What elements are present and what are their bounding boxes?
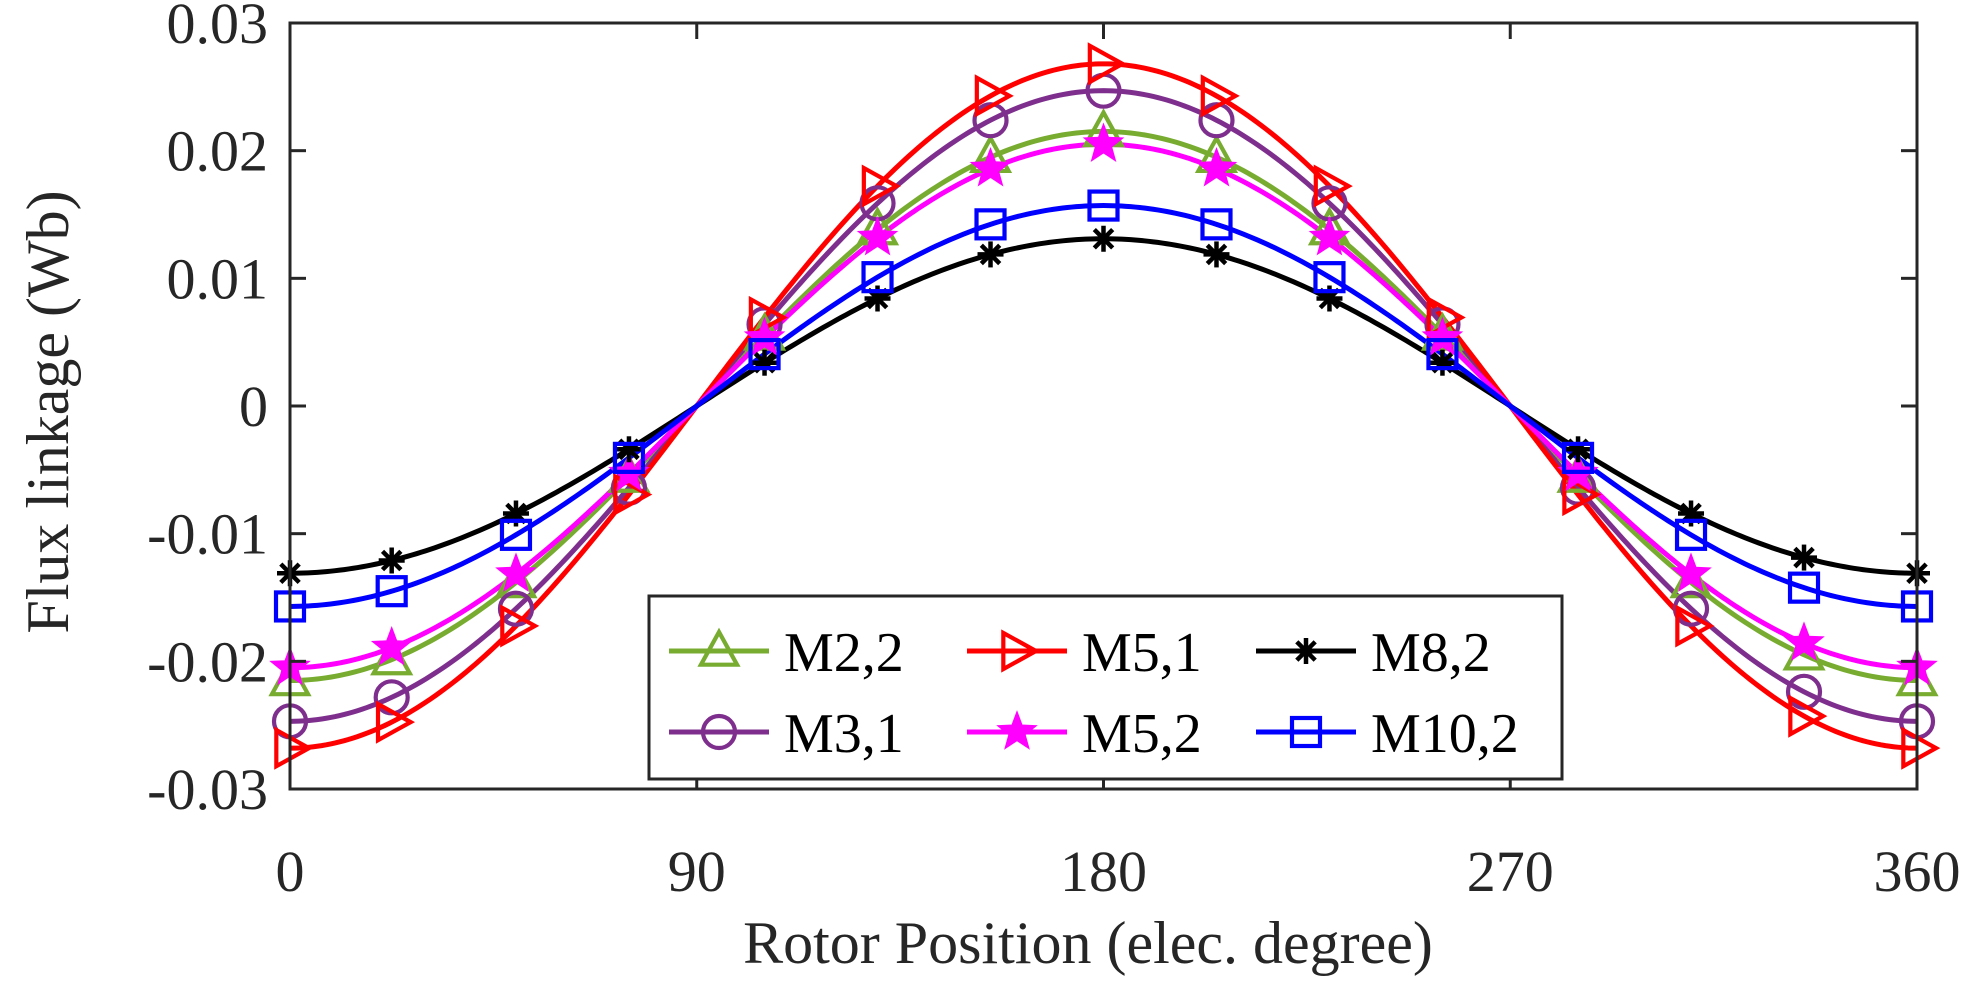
x-tick-label-4: 360 xyxy=(1874,839,1961,904)
series-5-point-13 xyxy=(1787,571,1821,604)
series-2-point-1 xyxy=(375,700,416,744)
series-4-point-10 xyxy=(1429,349,1456,376)
y-tick-label-6: 0.03 xyxy=(167,0,269,56)
series-5-point-1 xyxy=(375,575,408,608)
legend-marker-0 xyxy=(697,627,741,667)
legend-label-1: M5,1 xyxy=(1082,622,1202,684)
series-4-point-7 xyxy=(1090,225,1117,252)
x-tick-label-1: 90 xyxy=(668,839,726,904)
y-tick-label-0: -0.03 xyxy=(147,757,268,822)
series-3-point-6 xyxy=(969,146,1012,187)
series-4-point-6 xyxy=(977,241,1004,268)
series-3-point-4 xyxy=(743,316,786,356)
y-tick-label-4: 0.01 xyxy=(167,246,269,311)
series-2-point-9 xyxy=(1313,164,1353,208)
legend-label-5: M10,2 xyxy=(1371,703,1519,765)
series-5-point-6 xyxy=(974,208,1007,241)
series-1-point-12 xyxy=(1672,590,1710,627)
plot-area xyxy=(268,42,1941,770)
legend-marker-4 xyxy=(996,710,1038,750)
legend-marker-1 xyxy=(1001,629,1041,673)
series-3-point-1 xyxy=(370,625,413,666)
y-axis-title: Flux linkage (Wb) xyxy=(15,190,81,633)
series-3-point-12 xyxy=(1670,552,1712,592)
series-2-point-14 xyxy=(1901,726,1941,770)
series-line-5 xyxy=(289,203,1918,609)
series-2-point-3 xyxy=(613,472,653,517)
legend-entry-1: M5,1 xyxy=(967,622,1202,684)
legend-marker-2 xyxy=(1293,638,1319,664)
legend-label-4: M5,2 xyxy=(1082,703,1202,765)
series-3-point-13 xyxy=(1783,621,1825,661)
series-4-point-13 xyxy=(1791,544,1818,571)
legend: M2,2 M5,1 M8,2 M3,1 M5,2 M10,2 xyxy=(647,594,1564,781)
legend-entry-4: M5,2 xyxy=(967,703,1202,765)
x-axis-title: Rotor Position (elec. degree) xyxy=(743,910,1433,976)
series-4-point-4 xyxy=(751,349,778,376)
legend-box xyxy=(647,594,1564,781)
series-5-point-5 xyxy=(861,261,894,294)
series-5-point-11 xyxy=(1561,441,1595,474)
legend-entry-3: M3,1 xyxy=(669,703,904,765)
y-tick-label-2: -0.01 xyxy=(147,502,268,567)
series-3-point-2 xyxy=(495,552,537,592)
x-tick-label-3: 270 xyxy=(1467,839,1554,904)
legend-marker-5 xyxy=(1289,715,1323,749)
y-tick-label-3: 0 xyxy=(239,374,268,439)
series-4-point-11 xyxy=(1565,436,1592,463)
series-5-point-2 xyxy=(499,518,533,551)
series-3-point-8 xyxy=(1195,146,1238,187)
series-5-point-12 xyxy=(1674,518,1708,551)
legend-marker-3 xyxy=(700,713,738,751)
legend-entry-2: M8,2 xyxy=(1256,622,1491,684)
legend-label-0: M2,2 xyxy=(784,622,904,684)
series-2-point-7 xyxy=(1087,42,1127,86)
series-2-point-13 xyxy=(1788,694,1828,738)
series-3-point-7 xyxy=(1082,122,1125,163)
series-3-point-10 xyxy=(1421,316,1464,356)
series-4-point-3 xyxy=(615,436,642,463)
legend-label-3: M3,1 xyxy=(784,703,904,765)
axes: 0 90 180 270 360 -0.03 -0.02 -0.01 0 0.01 0.02 0.03 xyxy=(147,0,1960,904)
series-5-point-8 xyxy=(1200,208,1233,241)
series-3-point-9 xyxy=(1308,215,1351,256)
series-1-point-2 xyxy=(497,590,535,627)
legend-entry-0: M2,2 xyxy=(669,622,904,684)
series-5-point-3 xyxy=(612,441,646,474)
x-tick-label-0: 0 xyxy=(276,839,305,904)
series-5-point-7 xyxy=(1087,189,1120,222)
series-2-point-5 xyxy=(861,164,901,208)
series-line-2 xyxy=(289,61,1918,751)
series-2-point-8 xyxy=(1200,74,1240,118)
series-5-point-10 xyxy=(1426,338,1459,371)
series-2-point-2 xyxy=(500,604,540,648)
legend-label-2: M8,2 xyxy=(1371,622,1491,684)
series-2-point-0 xyxy=(274,726,314,770)
x-tick-label-2: 180 xyxy=(1060,839,1147,904)
series-5-point-4 xyxy=(748,338,781,371)
series-line-1 xyxy=(289,88,1918,724)
series-2-point-11 xyxy=(1562,472,1602,517)
series-2-point-6 xyxy=(974,74,1014,118)
series-4-point-1 xyxy=(378,547,405,574)
series-4-point-8 xyxy=(1203,241,1230,268)
legend-entry-5: M10,2 xyxy=(1256,703,1519,765)
series-2-point-12 xyxy=(1675,604,1715,648)
y-tick-label-5: 0.02 xyxy=(167,119,269,184)
series-5-point-9 xyxy=(1313,261,1346,294)
series-3-point-5 xyxy=(856,215,899,256)
y-tick-label-1: -0.02 xyxy=(147,629,268,694)
